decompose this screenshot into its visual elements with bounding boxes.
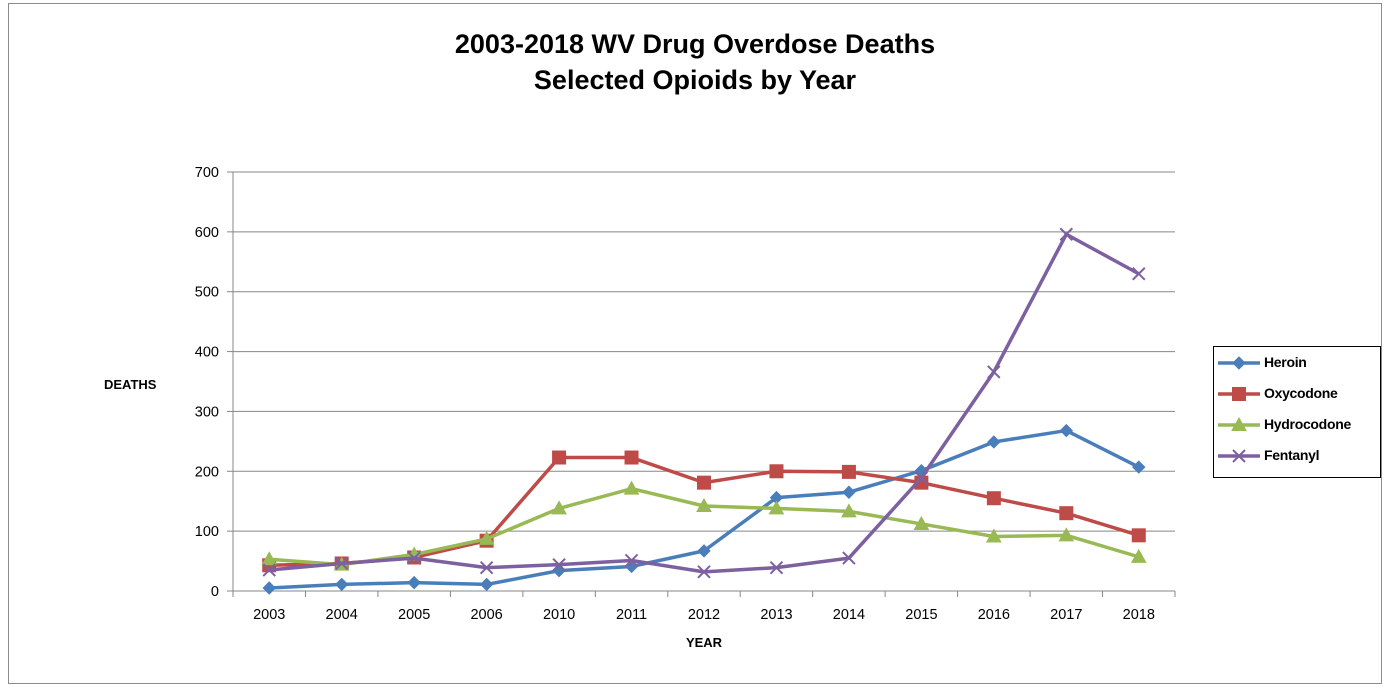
legend-label: Fentanyl bbox=[1264, 447, 1320, 463]
y-tick-label: 0 bbox=[211, 584, 219, 600]
legend-item-oxycodone: Oxycodone bbox=[1214, 381, 1380, 407]
hydrocodone-point bbox=[841, 503, 857, 518]
x-tick-label: 2016 bbox=[978, 607, 1010, 623]
legend-swatch-fentanyl bbox=[1218, 449, 1260, 463]
fentanyl-point bbox=[987, 365, 1001, 379]
hydrocodone-point bbox=[1058, 527, 1075, 542]
fentanyl-point bbox=[1059, 227, 1074, 241]
y-tick-label: 300 bbox=[195, 404, 219, 420]
fentanyl-point bbox=[552, 557, 566, 572]
x-tick-labels: 2003 2004 2005 2006 2010 2011 2012 2013 2014 2015… bbox=[253, 607, 1155, 623]
legend: Heroin Oxycodone Hydrocodone Fentanyl bbox=[1213, 346, 1381, 478]
hydrocodone-point bbox=[623, 480, 640, 495]
fentanyl-point bbox=[769, 560, 784, 575]
oxycodone-point bbox=[841, 464, 856, 479]
y-tick-labels: 0 100 200 300 400 500 600 700 bbox=[195, 165, 219, 600]
y-tick-label: 400 bbox=[195, 345, 219, 361]
oxycodone-point bbox=[552, 450, 567, 465]
x-tick-label: 2013 bbox=[760, 607, 792, 623]
hydrocodone-point bbox=[261, 551, 278, 566]
legend-swatch-heroin bbox=[1218, 356, 1260, 370]
heroin-point bbox=[697, 544, 711, 558]
fentanyl-point bbox=[479, 560, 494, 575]
oxycodone-point bbox=[1059, 506, 1074, 521]
fentanyl-point bbox=[842, 551, 856, 565]
heroin-point bbox=[407, 575, 421, 590]
x-tick-label: 2011 bbox=[616, 607, 647, 623]
x-tick-label: 2003 bbox=[253, 607, 285, 623]
legend-item-fentanyl: Fentanyl bbox=[1214, 443, 1380, 469]
series bbox=[261, 227, 1147, 595]
series-heroin bbox=[262, 423, 1146, 595]
x-tick-label: 2004 bbox=[326, 607, 358, 623]
gridlines bbox=[233, 171, 1175, 532]
chart-title-line-1: 2003-2018 WV Drug Overdose Deaths bbox=[454, 29, 936, 59]
x-tick-label: 2012 bbox=[688, 607, 720, 623]
fentanyl-point bbox=[624, 553, 639, 568]
heroin-point bbox=[262, 581, 276, 595]
heroin-point bbox=[479, 577, 494, 592]
legend-marker bbox=[1232, 356, 1246, 370]
legend-label: Oxycodone bbox=[1264, 385, 1338, 401]
x-tick-label: 2006 bbox=[470, 607, 502, 623]
fentanyl-point bbox=[407, 551, 421, 565]
hydrocodone-point bbox=[551, 500, 567, 515]
oxycodone-point bbox=[769, 464, 784, 479]
fentanyl-point bbox=[262, 563, 276, 577]
y-tick-label: 600 bbox=[195, 225, 219, 241]
x-tick-label: 2018 bbox=[1123, 607, 1155, 623]
hydrocodone-point bbox=[985, 528, 1002, 543]
legend-marker bbox=[1231, 416, 1247, 431]
y-tick-label: 700 bbox=[195, 165, 219, 181]
heroin-point bbox=[1059, 423, 1074, 438]
axes bbox=[227, 171, 1176, 597]
fentanyl-point bbox=[334, 556, 349, 571]
oxycodone-point bbox=[986, 491, 1001, 506]
chart-title-line-2: Selected Opioids by Year bbox=[533, 65, 857, 95]
hydrocodone-point bbox=[913, 515, 930, 530]
hydrocodone-point bbox=[1130, 548, 1147, 563]
oxycodone-point bbox=[697, 475, 711, 490]
heroin-point bbox=[987, 435, 1001, 449]
x-tick-label: 2017 bbox=[1050, 607, 1082, 623]
legend-marker bbox=[1232, 387, 1246, 401]
x-axis-title: YEAR bbox=[686, 635, 723, 650]
y-axis-title: DEATHS bbox=[104, 377, 157, 392]
x-tick-label: 2010 bbox=[543, 607, 575, 623]
chart-title: 2003-2018 WV Drug Overdose Deaths Select… bbox=[0, 26, 1390, 98]
oxycodone-point bbox=[624, 450, 639, 465]
x-tick-label: 2005 bbox=[398, 607, 430, 623]
x-tick-label: 2014 bbox=[833, 607, 865, 623]
fentanyl-line bbox=[269, 232, 1140, 574]
fentanyl-point bbox=[697, 565, 711, 579]
y-tick-label: 500 bbox=[195, 285, 219, 301]
legend-item-hydrocodone: Hydrocodone bbox=[1214, 412, 1380, 438]
hydrocodone-point bbox=[478, 530, 495, 545]
heroin-point bbox=[334, 577, 349, 592]
y-tick-label: 100 bbox=[195, 524, 219, 540]
heroin-point bbox=[1132, 460, 1146, 474]
legend-label: Hydrocodone bbox=[1264, 416, 1351, 432]
series-fentanyl bbox=[262, 227, 1146, 579]
legend-item-heroin: Heroin bbox=[1214, 350, 1380, 376]
x-tick-label: 2015 bbox=[905, 607, 937, 623]
hydrocodone-point bbox=[768, 500, 785, 515]
heroin-point bbox=[842, 485, 856, 499]
fentanyl-point bbox=[1132, 267, 1146, 281]
hydrocodone-point bbox=[696, 497, 712, 513]
legend-marker bbox=[1232, 449, 1246, 463]
legend-swatch-hydrocodone bbox=[1218, 416, 1260, 431]
fentanyl-point bbox=[914, 471, 929, 485]
legend-swatch-oxycodone bbox=[1218, 387, 1260, 401]
oxycodone-point bbox=[1131, 528, 1146, 543]
legend-label: Heroin bbox=[1264, 354, 1307, 370]
y-tick-label: 200 bbox=[195, 464, 219, 480]
